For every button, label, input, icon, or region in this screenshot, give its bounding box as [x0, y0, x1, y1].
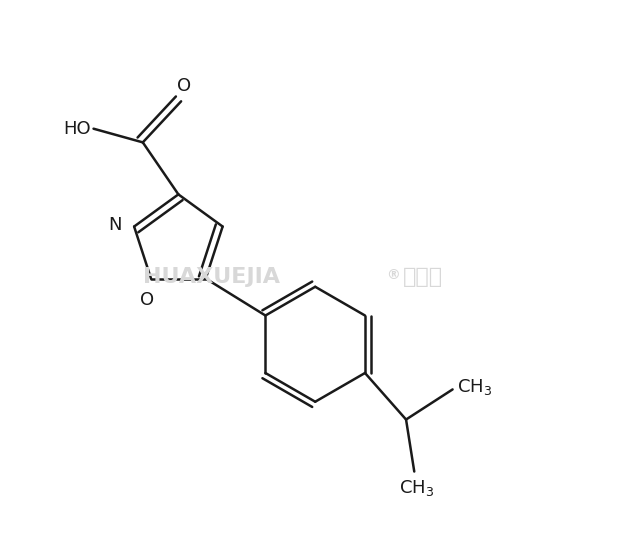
Text: O: O	[177, 77, 191, 95]
Text: CH$_3$: CH$_3$	[399, 478, 434, 498]
Text: 化学加: 化学加	[403, 267, 443, 286]
Text: O: O	[139, 291, 154, 309]
Text: CH$_3$: CH$_3$	[457, 377, 492, 397]
Text: N: N	[109, 216, 122, 234]
Text: HO: HO	[63, 119, 91, 138]
Text: ®: ®	[386, 268, 400, 282]
Text: HUAXUEJIA: HUAXUEJIA	[142, 267, 280, 286]
